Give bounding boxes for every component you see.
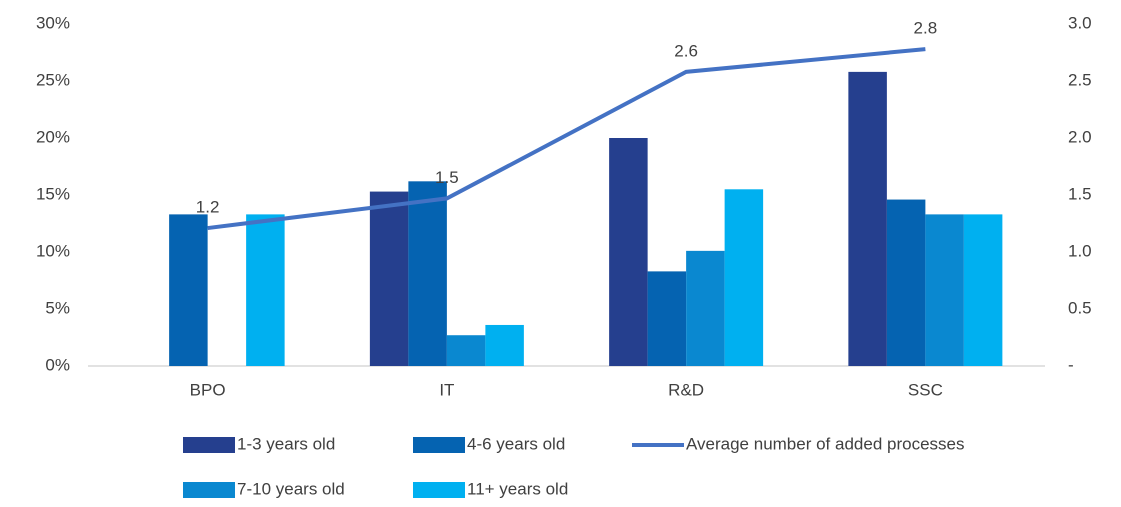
y2-tick-label: 2.0 bbox=[1068, 127, 1092, 146]
bar bbox=[369, 191, 409, 366]
y2-tick-label: 3.0 bbox=[1068, 13, 1092, 32]
data-label: 2.8 bbox=[914, 19, 938, 38]
bar bbox=[246, 214, 285, 366]
bar bbox=[724, 189, 764, 366]
legend-label: 11+ years old bbox=[467, 479, 568, 498]
x-tick-label: IT bbox=[439, 380, 454, 399]
y2-tick-label: 1.0 bbox=[1068, 241, 1092, 260]
bar bbox=[485, 324, 524, 366]
y2-tick-label: - bbox=[1068, 355, 1074, 374]
line bbox=[207, 47, 926, 231]
bar bbox=[169, 214, 208, 366]
data-label: 1.2 bbox=[196, 198, 220, 217]
bar bbox=[609, 138, 648, 366]
x-tick-label: BPO bbox=[190, 380, 226, 399]
bar bbox=[886, 199, 926, 366]
y-tick-label: 15% bbox=[36, 184, 70, 203]
legend-label: 4-6 years old bbox=[467, 434, 565, 453]
legend-label: 7-10 years old bbox=[237, 479, 345, 498]
bar bbox=[848, 71, 887, 366]
bar bbox=[408, 181, 447, 366]
x-tick-label: SSC bbox=[908, 380, 943, 399]
legend-swatch bbox=[183, 482, 235, 498]
y-tick-label: 30% bbox=[36, 13, 70, 32]
bar bbox=[446, 335, 486, 366]
y-tick-label: 25% bbox=[36, 70, 70, 89]
legend-label: Average number of added processes bbox=[686, 434, 964, 453]
legend-swatch bbox=[413, 482, 465, 498]
bar bbox=[925, 214, 964, 366]
legend-swatch bbox=[413, 437, 465, 453]
data-label: 2.6 bbox=[674, 41, 698, 60]
y-tick-label: 20% bbox=[36, 127, 70, 146]
legend-swatch bbox=[183, 437, 235, 453]
y2-tick-label: 0.5 bbox=[1068, 298, 1092, 317]
y2-tick-label: 1.5 bbox=[1068, 184, 1092, 203]
bar bbox=[647, 271, 687, 366]
legend-label: 1-3 years old bbox=[237, 434, 335, 453]
x-tick-label: R&D bbox=[668, 380, 704, 399]
bar bbox=[686, 250, 725, 366]
y2-tick-label: 2.5 bbox=[1068, 70, 1092, 89]
y-tick-label: 10% bbox=[36, 241, 70, 260]
y-tick-label: 5% bbox=[45, 298, 70, 317]
bar bbox=[963, 214, 1003, 366]
data-label: 1.5 bbox=[435, 168, 459, 187]
y-tick-label: 0% bbox=[45, 355, 70, 374]
